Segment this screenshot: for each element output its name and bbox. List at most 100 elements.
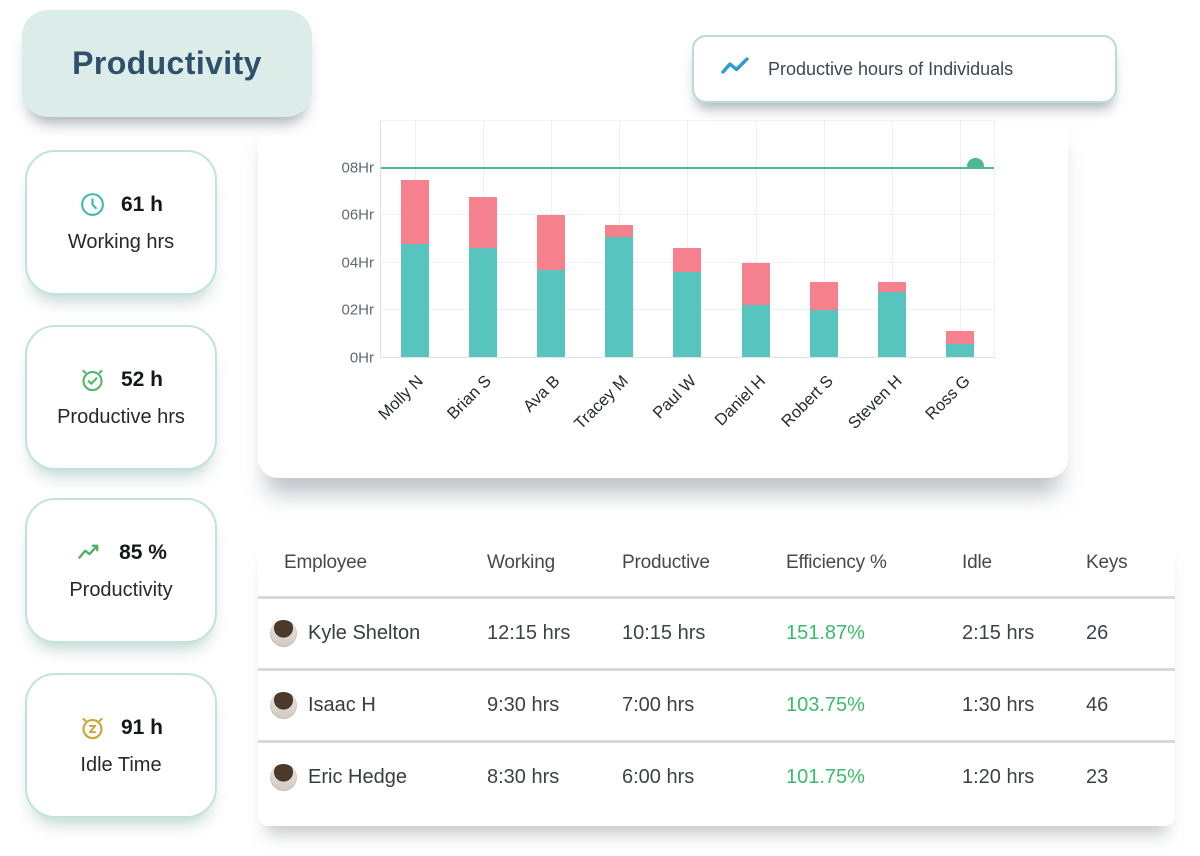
table-row-isaac-h[interactable]: Isaac H 9:30 hrs 7:00 hrs 103.75% 1:30 hrs 46 xyxy=(258,668,1175,740)
bar-slot xyxy=(926,121,994,357)
cell-productive: 6:00 hrs xyxy=(622,766,695,788)
column-header-working: Working xyxy=(487,552,555,573)
cell-working: 12:15 hrs xyxy=(487,622,571,644)
x-tick-label: Ross G xyxy=(921,372,974,424)
trend-up-icon xyxy=(75,539,104,566)
table-header-row: Employee Working Productive Efficiency % Idl… xyxy=(258,530,1175,596)
bar-segment-unproductive xyxy=(537,215,566,270)
bar-segment-productive xyxy=(809,309,838,357)
stacked-bar-molly-n[interactable] xyxy=(401,121,430,357)
avatar xyxy=(270,620,297,647)
cell-keys: 26 xyxy=(1086,622,1109,644)
bar-slot xyxy=(722,121,790,357)
y-tick-label: 0Hr xyxy=(349,349,374,367)
cell-idle: 2:15 hrs xyxy=(962,622,1035,644)
stacked-bar-ava-b[interactable] xyxy=(537,121,566,357)
bar-segment-productive xyxy=(401,243,430,357)
bar-segment-productive xyxy=(945,344,974,357)
cell-efficiency: 151.87% xyxy=(786,622,865,644)
gridline xyxy=(959,121,961,357)
stacked-bar-ross-g[interactable] xyxy=(945,121,974,357)
table-row-kyle-shelton[interactable]: Kyle Shelton 12:15 hrs 10:15 hrs 151.87% 2:1… xyxy=(258,596,1175,668)
gridline xyxy=(755,121,757,357)
y-tick-label: 02Hr xyxy=(341,301,374,319)
stacked-bar-tracey-m[interactable] xyxy=(605,121,634,357)
bar-segment-unproductive xyxy=(605,224,634,237)
stacked-bar-robert-s[interactable] xyxy=(809,121,838,357)
employee-name: Kyle Shelton xyxy=(308,622,421,644)
stat-card-productive-hrs[interactable]: 52 h Productive hrs xyxy=(25,325,217,470)
y-tick-label: 08Hr xyxy=(341,159,374,177)
page-title: Productivity xyxy=(72,45,262,81)
x-tick-label: Paul W xyxy=(649,372,701,423)
stat-value: 85 % xyxy=(119,540,167,564)
cell-productive: 7:00 hrs xyxy=(622,694,695,716)
line-chart-icon xyxy=(720,55,750,83)
stacked-bar-daniel-h[interactable] xyxy=(741,121,770,357)
cell-efficiency: 101.75% xyxy=(786,766,865,788)
stat-value: 91 h xyxy=(120,715,164,739)
column-header-employee: Employee xyxy=(284,552,367,573)
x-tick-label: Molly N xyxy=(375,372,427,424)
x-tick-label: Ava B xyxy=(519,372,564,416)
employee-name: Isaac H xyxy=(308,694,376,716)
stat-label: Productive hrs xyxy=(57,406,185,428)
bar-slot xyxy=(790,121,858,357)
stat-value: 61 h xyxy=(120,192,164,216)
stat-label: Working hrs xyxy=(67,231,175,253)
bar-segment-unproductive xyxy=(401,180,430,244)
bar-slot xyxy=(653,121,721,357)
stat-card-working-hrs[interactable]: 61 h Working hrs xyxy=(25,150,217,295)
cell-keys: 23 xyxy=(1086,766,1109,788)
bar-slot xyxy=(449,121,517,357)
bar-segment-unproductive xyxy=(945,331,974,345)
column-header-productive: Productive xyxy=(622,552,710,573)
chart-plot-area xyxy=(380,120,995,358)
cell-working: 9:30 hrs xyxy=(487,694,560,716)
y-tick-label: 04Hr xyxy=(341,254,374,272)
alarm-check-icon xyxy=(79,366,106,393)
page-title-card: Productivity xyxy=(22,10,312,117)
avatar xyxy=(270,692,297,719)
y-tick-label: 06Hr xyxy=(341,206,374,224)
x-tick: Tracey M xyxy=(571,364,653,472)
chart-legend-badge[interactable]: Productive hours of Individuals xyxy=(692,35,1117,103)
bar-slot xyxy=(381,121,449,357)
chart-y-axis: 0Hr 02Hr 04Hr 06Hr 08Hr xyxy=(288,120,374,366)
cell-efficiency: 103.75% xyxy=(786,694,865,716)
bar-slot xyxy=(585,121,653,357)
bar-segment-productive xyxy=(673,272,702,357)
bar-segment-unproductive xyxy=(469,196,498,249)
target-line-end-marker xyxy=(967,158,984,169)
stat-card-idle-time[interactable]: 91 h Idle Time xyxy=(25,673,217,818)
bar-segment-productive xyxy=(605,236,634,357)
target-line-8hr xyxy=(381,166,994,170)
bar-slot xyxy=(858,121,926,357)
stat-card-productivity[interactable]: 85 % Productivity xyxy=(25,498,217,643)
table-row-eric-hedge[interactable]: Eric Hedge 8:30 hrs 6:00 hrs 101.75% 1:20 hr… xyxy=(258,740,1175,812)
gridline xyxy=(823,121,825,357)
stacked-bar-steven-h[interactable] xyxy=(877,121,906,357)
bar-segment-unproductive xyxy=(673,248,702,273)
x-tick: Paul W xyxy=(649,364,721,472)
x-tick-label: Brian S xyxy=(444,372,496,423)
bar-segment-productive xyxy=(469,248,498,357)
cell-keys: 46 xyxy=(1086,694,1109,716)
stat-label: Productivity xyxy=(69,579,173,601)
x-tick: Brian S xyxy=(444,364,516,472)
stat-value: 52 h xyxy=(120,367,164,391)
bar-segment-productive xyxy=(537,269,566,357)
column-header-keys: Keys xyxy=(1086,552,1128,573)
bar-segment-unproductive xyxy=(877,281,906,293)
gridline xyxy=(687,121,689,357)
stacked-bar-paul-w[interactable] xyxy=(673,121,702,357)
bar-segment-unproductive xyxy=(809,281,838,310)
alarm-snooze-icon xyxy=(79,714,106,741)
employee-name: Eric Hedge xyxy=(308,766,407,788)
bar-segment-productive xyxy=(741,305,770,357)
clock-icon xyxy=(79,191,106,218)
stacked-bar-brian-s[interactable] xyxy=(469,121,498,357)
x-tick: Ross G xyxy=(922,364,995,472)
